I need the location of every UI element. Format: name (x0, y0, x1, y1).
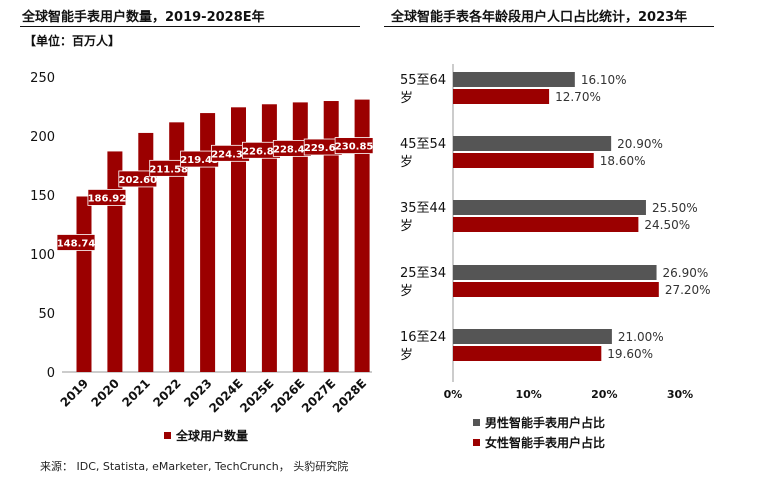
y-tick-label: 50 (38, 307, 55, 322)
data-label: 25.50% (652, 201, 698, 215)
data-label: 229.64 (304, 143, 343, 154)
data-label: 20.90% (617, 137, 663, 151)
data-label-box (87, 189, 127, 206)
data-label: 202.60 (119, 175, 158, 186)
category-label-line2: 岁 (400, 91, 413, 106)
data-label: 24.50% (644, 218, 690, 232)
data-label: 186.92 (88, 193, 127, 204)
left-legend-label: 全球用户数量 (176, 429, 249, 443)
data-label-box (56, 234, 96, 251)
y-tick-label: 250 (30, 71, 55, 86)
bar (354, 99, 370, 373)
female-bar (453, 89, 550, 104)
y-tick-label: 0 (47, 366, 55, 381)
category-label-line1: 35至44 (400, 201, 446, 216)
x-tick-label: 2024E (206, 376, 245, 415)
category-label-line1: 45至54 (400, 137, 446, 152)
bar (107, 151, 123, 372)
x-tick-label: 20% (591, 388, 617, 401)
male-bar (453, 200, 646, 215)
right-chart-title: 全球智能手表各年龄段用户人口占比统计，2023年 (391, 10, 688, 25)
data-label: 27.20% (665, 283, 711, 297)
x-tick-label: 2028E (330, 376, 369, 415)
x-tick-label: 2021 (119, 376, 153, 410)
category-label-line2: 岁 (400, 284, 413, 299)
y-tick-label: 150 (30, 189, 55, 204)
source-note: 来源： IDC, Statista, eMarketer, TechCrunch… (40, 460, 349, 473)
data-label: 226.89 (242, 146, 281, 157)
left-legend-swatch (164, 432, 171, 439)
data-label: 148.74 (57, 238, 96, 249)
data-label: 21.00% (618, 330, 664, 344)
data-label-box (118, 170, 158, 188)
data-label: 18.60% (600, 154, 646, 168)
bar (323, 101, 339, 372)
data-label: 19.60% (607, 347, 653, 361)
data-label-box (149, 159, 189, 177)
x-tick-label: 2025E (237, 376, 276, 415)
data-label: 230.85 (335, 142, 374, 153)
x-tick-label: 2019 (58, 376, 92, 410)
bar (138, 132, 154, 372)
bar (169, 122, 185, 372)
category-label-line1: 55至64 (400, 73, 446, 88)
right-legend-female: 女性智能手表用户占比 (473, 434, 605, 451)
x-tick-label: 30% (667, 388, 693, 401)
x-tick-label: 2027E (299, 376, 338, 415)
right-title-rule (384, 26, 714, 27)
left-unit-label: 【单位：百万人】 (24, 34, 121, 48)
male-bar (453, 136, 612, 151)
data-label: 211.58 (149, 164, 188, 175)
data-label-box (334, 137, 374, 154)
category-label-line2: 岁 (400, 219, 413, 234)
left-legend: 全球用户数量 (164, 427, 248, 444)
bar (292, 102, 308, 372)
left-chart-title: 全球智能手表用户数量，2019-2028E年 (22, 10, 265, 25)
y-tick-label: 200 (30, 130, 55, 145)
category-label-line1: 25至34 (400, 266, 446, 281)
male-bar (453, 72, 575, 87)
category-label-line2: 岁 (400, 348, 413, 363)
x-tick-label: 2022 (150, 376, 184, 410)
x-tick-label: 0% (444, 388, 463, 401)
male-bar (453, 329, 612, 344)
female-legend-label: 女性智能手表用户占比 (485, 436, 606, 450)
bar (261, 104, 277, 372)
category-label-line2: 岁 (400, 155, 413, 170)
female-bar (453, 217, 639, 232)
left-title-rule (20, 26, 360, 27)
data-label: 228.48 (273, 144, 312, 155)
female-bar (453, 282, 659, 297)
female-bar (453, 346, 602, 361)
female-legend-swatch (473, 439, 480, 446)
x-tick-label: 10% (515, 388, 541, 401)
y-tick-label: 100 (30, 248, 55, 263)
bar (231, 107, 246, 372)
male-bar (453, 265, 657, 280)
x-tick-label: 2026E (268, 376, 307, 415)
category-label-line1: 16至24 (400, 330, 446, 345)
data-label: 219.43 (180, 155, 219, 166)
data-label: 12.70% (555, 90, 601, 104)
x-tick-label: 2020 (89, 376, 123, 410)
right-legend-male: 男性智能手表用户占比 (473, 414, 605, 431)
male-legend-label: 男性智能手表用户占比 (485, 416, 606, 430)
data-label: 16.10% (581, 73, 627, 87)
male-legend-swatch (473, 419, 480, 426)
data-label: 224.31 (211, 149, 250, 160)
female-bar (453, 153, 594, 168)
bar (76, 196, 92, 372)
bar (200, 113, 216, 372)
data-label: 26.90% (663, 266, 709, 280)
